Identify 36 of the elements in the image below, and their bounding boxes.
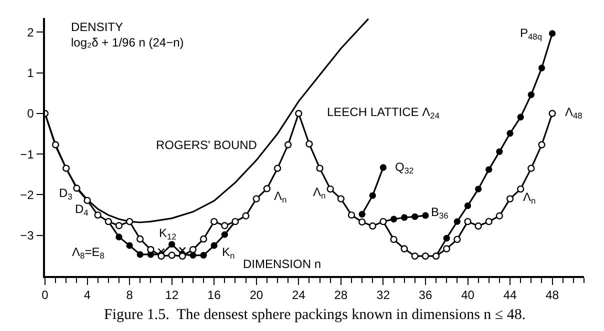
x-tick-label: 32	[376, 288, 390, 302]
annotation: K$_{n}$	[222, 245, 236, 261]
annotation: B$_{36}$	[431, 205, 449, 221]
y-tick-label: 1	[27, 66, 34, 80]
x-tick-label: 4	[84, 288, 91, 302]
annotation: Q$_{32}$	[395, 160, 414, 176]
annotation: D$_{4}$	[75, 202, 89, 218]
annotation: Λ$_{n}$	[274, 189, 288, 205]
caption: Figure 1.5. The densest sphere packings known in dimensions n ≤ 48.	[104, 307, 526, 323]
x-tick-label: 0	[42, 288, 49, 302]
x-tick-label: 48	[546, 288, 560, 302]
y-tick-label: −3	[20, 228, 34, 243]
annotation: P$_{48q}$	[520, 26, 542, 42]
x-tick-label: 44	[503, 288, 518, 302]
x-tick-label: 36	[418, 288, 432, 302]
annotation: Λ$_{n}$	[313, 185, 326, 201]
x-tick-label: 12	[165, 288, 179, 302]
annotation: Λ$_{48}$	[565, 105, 583, 121]
annotation: Λ$_{8}$=E$_{8}$	[72, 245, 105, 261]
x-tick-label: 28	[334, 288, 348, 302]
y-axis-title: DENSITY log₂δ + 1/96 n (24−n)	[71, 20, 184, 50]
x-tick-label: 8	[126, 288, 134, 302]
y-tick-label: 0	[27, 106, 34, 121]
annotation: Λ$_{n}$	[523, 190, 536, 206]
x-axis-title: DIMENSION n	[243, 257, 322, 271]
x-tick-label: 24	[292, 288, 306, 302]
x-tick-label: 20	[250, 288, 264, 302]
y-tick-label: 2	[27, 25, 34, 40]
x-tick-label: 40	[461, 288, 475, 302]
annotation: ROGERS' BOUND	[156, 138, 258, 152]
annotation: D$_{3}$	[59, 186, 73, 202]
y-tick-label: −1	[20, 147, 34, 162]
annotation: LEECH LATTICE Λ$_{24}$	[327, 105, 440, 121]
y-tick-label: −2	[20, 188, 34, 202]
annotation: K$_{12}$	[159, 226, 177, 242]
x-tick-label: 16	[207, 288, 222, 302]
